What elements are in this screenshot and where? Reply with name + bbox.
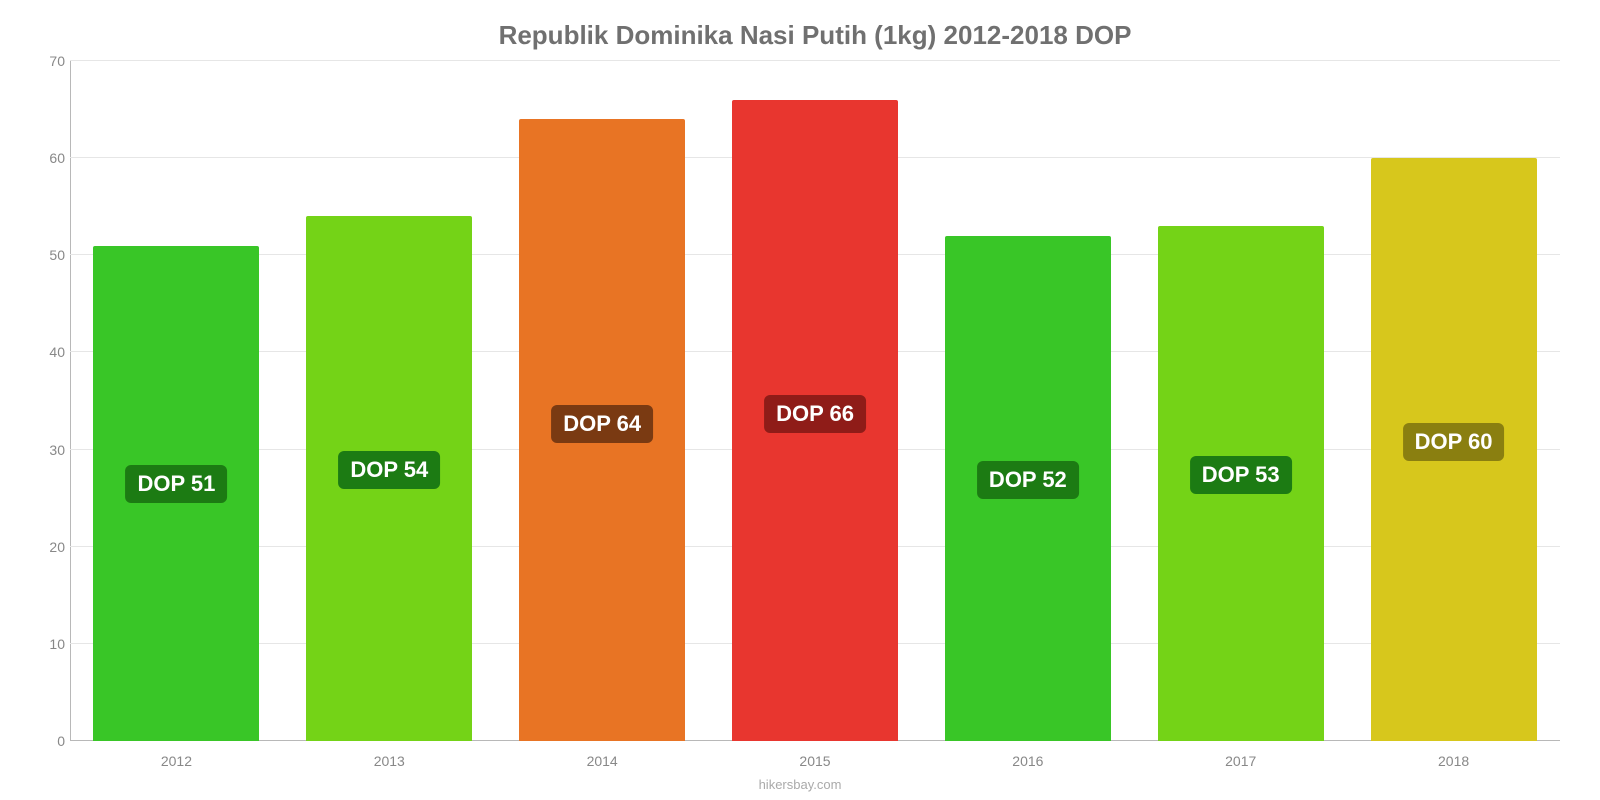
- bars-container: DOP 512012DOP 542013DOP 642014DOP 662015…: [70, 61, 1560, 741]
- plot-area: 010203040506070 DOP 512012DOP 542013DOP …: [70, 61, 1560, 741]
- x-tick-label: 2017: [1225, 753, 1256, 769]
- x-tick-label: 2014: [587, 753, 618, 769]
- value-label: DOP 53: [1190, 456, 1292, 494]
- value-label: DOP 54: [338, 451, 440, 489]
- value-label: DOP 66: [764, 395, 866, 433]
- bar-slot: DOP 662015: [709, 61, 922, 741]
- value-label: DOP 60: [1403, 423, 1505, 461]
- y-tick-label: 50: [25, 247, 65, 263]
- x-tick-label: 2015: [799, 753, 830, 769]
- x-tick-label: 2016: [1012, 753, 1043, 769]
- y-tick-label: 40: [25, 344, 65, 360]
- value-label: DOP 52: [977, 461, 1079, 499]
- y-tick-label: 70: [25, 53, 65, 69]
- y-tick-label: 10: [25, 636, 65, 652]
- bar-slot: DOP 512012: [70, 61, 283, 741]
- attribution-text: hikersbay.com: [759, 777, 842, 792]
- bar-slot: DOP 522016: [921, 61, 1134, 741]
- bar-chart: Republik Dominika Nasi Putih (1kg) 2012-…: [0, 0, 1600, 800]
- x-tick-label: 2012: [161, 753, 192, 769]
- y-tick-label: 0: [25, 733, 65, 749]
- bar-slot: DOP 532017: [1134, 61, 1347, 741]
- x-tick-label: 2013: [374, 753, 405, 769]
- x-tick-label: 2018: [1438, 753, 1469, 769]
- bar-slot: DOP 542013: [283, 61, 496, 741]
- y-tick-label: 60: [25, 150, 65, 166]
- y-tick-label: 30: [25, 442, 65, 458]
- bar-slot: DOP 602018: [1347, 61, 1560, 741]
- y-tick-label: 20: [25, 539, 65, 555]
- bar-slot: DOP 642014: [496, 61, 709, 741]
- value-label: DOP 51: [125, 465, 227, 503]
- value-label: DOP 64: [551, 405, 653, 443]
- chart-title: Republik Dominika Nasi Putih (1kg) 2012-…: [70, 20, 1560, 51]
